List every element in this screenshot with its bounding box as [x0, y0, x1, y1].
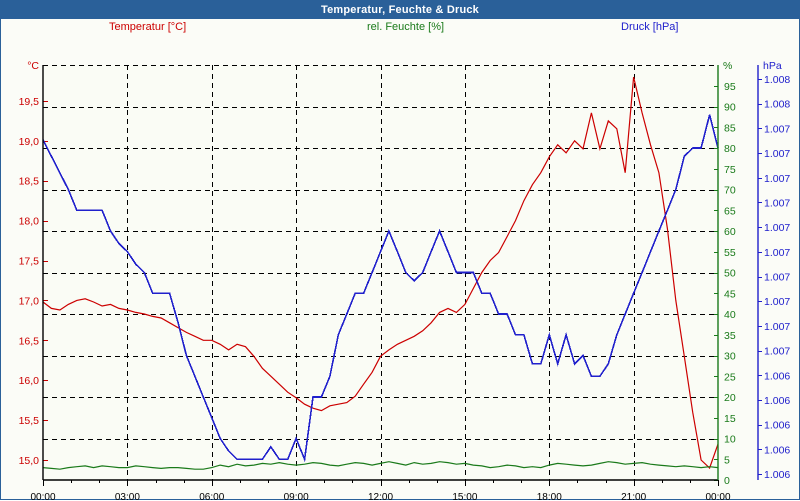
time-axis-tick-label: 03:00	[115, 492, 140, 501]
left-axis-unit: °C	[27, 60, 39, 72]
pressure-axis-tick-label: 1.008	[764, 99, 790, 111]
left-axis-tick-label: 17,0	[19, 295, 40, 307]
humidity-axis-tick-label: 0	[724, 475, 730, 487]
humidity-axis-tick-label: 90	[724, 102, 736, 114]
pressure-axis-tick-label: 1.007	[764, 197, 790, 209]
left-axis-tick-label: 16,5	[19, 335, 40, 347]
plot-background	[43, 65, 718, 480]
humidity-axis-tick-label: 80	[724, 143, 736, 155]
left-axis-tick-label: 16,0	[19, 375, 40, 387]
pressure-axis-tick-label: 1.007	[764, 222, 790, 234]
chart-legend: Temperatur [°C] rel. Feuchte [%] Druck […	[1, 19, 799, 39]
left-axis-tick-label: 19,0	[19, 136, 40, 148]
humidity-axis-tick-label: 15	[724, 413, 736, 425]
pressure-axis-tick-label: 1.007	[764, 346, 790, 358]
time-axis-tick-label: 15:00	[452, 492, 477, 501]
pressure-axis-tick-label: 1.006	[764, 370, 790, 382]
pressure-axis-tick-label: 1.007	[764, 272, 790, 284]
legend-item-pressure: Druck [hPa]	[621, 21, 679, 33]
pressure-axis-tick-label: 1.008	[764, 74, 790, 86]
pressure-axis-tick-label: 1.007	[764, 148, 790, 160]
left-axis-tick-label: 15,5	[19, 415, 40, 427]
time-axis-ticks: 00:0018.09.1603:0018.09.1606:0018.09.160…	[30, 480, 731, 501]
horizontal-gridlines	[43, 65, 718, 440]
pressure-axis-tick-label: 1.006	[764, 469, 790, 481]
pressure-axis-tick-label: 1.007	[764, 321, 790, 333]
humidity-axis-tick-label: 45	[724, 288, 736, 300]
humidity-line	[42, 461, 719, 470]
time-axis-tick-label: 06:00	[199, 492, 224, 501]
left-axis-tick-label: 18,5	[19, 176, 40, 188]
left-axis-ticks: 19,5 19,0 18,5 18,0 17,5 17,0 16,5 16,0 15,5 15,0	[19, 96, 48, 467]
humidity-axis-tick-label: 30	[724, 351, 736, 363]
humidity-axis-tick-label: 5	[724, 454, 730, 466]
pressure-axis-tick-label: 1.007	[764, 173, 790, 185]
axis-lines	[42, 65, 759, 481]
humidity-axis-tick-label: 25	[724, 371, 736, 383]
pressure-axis-tick-label: 1.006	[764, 395, 790, 407]
left-axis-tick-label: 18,0	[19, 216, 40, 228]
pressure-axis-unit: hPa	[763, 60, 782, 72]
humidity-axis-tick-label: 95	[724, 81, 736, 93]
time-axis-tick-label: 00:00	[705, 492, 730, 501]
legend-item-humidity: rel. Feuchte [%]	[367, 21, 445, 33]
humidity-axis-tick-label: 65	[724, 205, 736, 217]
left-axis-tick-label: 19,5	[19, 96, 40, 108]
chart-area: 19,5 19,0 18,5 18,0 17,5 17,0 16,5 16,0 15,5 15,0…	[1, 19, 800, 501]
time-axis-tick-label: 09:00	[284, 492, 309, 501]
humidity-axis-tick-label: 35	[724, 330, 736, 342]
pressure-axis-tick-label: 1.007	[764, 247, 790, 259]
humidity-axis-tick-label: 60	[724, 226, 736, 238]
pressure-line	[42, 114, 719, 463]
left-axis-tick-label: 17,5	[19, 256, 40, 268]
humidity-axis-tick-label: 55	[724, 247, 736, 259]
legend-item-temperature: Temperatur [°C]	[109, 21, 187, 33]
humidity-axis-unit: %	[723, 60, 732, 72]
humidity-axis-tick-label: 75	[724, 164, 736, 176]
weather-chart-svg: 19,5 19,0 18,5 18,0 17,5 17,0 16,5 16,0 15,5 15,0…	[19, 60, 791, 501]
time-axis-tick-label: 12:00	[368, 492, 393, 501]
humidity-axis-tick-label: 40	[724, 309, 736, 321]
time-axis-tick-label: 18:00	[537, 492, 562, 501]
humidity-axis-tick-label: 50	[724, 268, 736, 280]
temperature-line	[42, 76, 719, 470]
window-title-bar: Temperatur, Feuchte & Druck	[1, 1, 799, 19]
humidity-axis-tick-label: 20	[724, 392, 736, 404]
window-title: Temperatur, Feuchte & Druck	[320, 4, 479, 16]
time-axis-tick-label: 00:00	[30, 492, 55, 501]
pressure-axis-tick-label: 1.007	[764, 123, 790, 135]
humidity-axis-tick-label: 70	[724, 185, 736, 197]
pressure-axis-tick-label: 1.007	[764, 296, 790, 308]
pressure-axis-ticks: 1.008 1.008 1.007 1.007 1.007 1.007 1.007 1.007…	[758, 74, 790, 481]
time-axis-tick-label: 21:00	[621, 492, 646, 501]
pressure-axis-tick-label: 1.006	[764, 444, 790, 456]
left-axis-tick-label: 15,0	[19, 455, 40, 467]
humidity-axis-tick-label: 10	[724, 434, 736, 446]
humidity-axis-tick-label: 85	[724, 122, 736, 134]
pressure-axis-tick-label: 1.006	[764, 420, 790, 432]
data-series-layer	[42, 76, 719, 470]
